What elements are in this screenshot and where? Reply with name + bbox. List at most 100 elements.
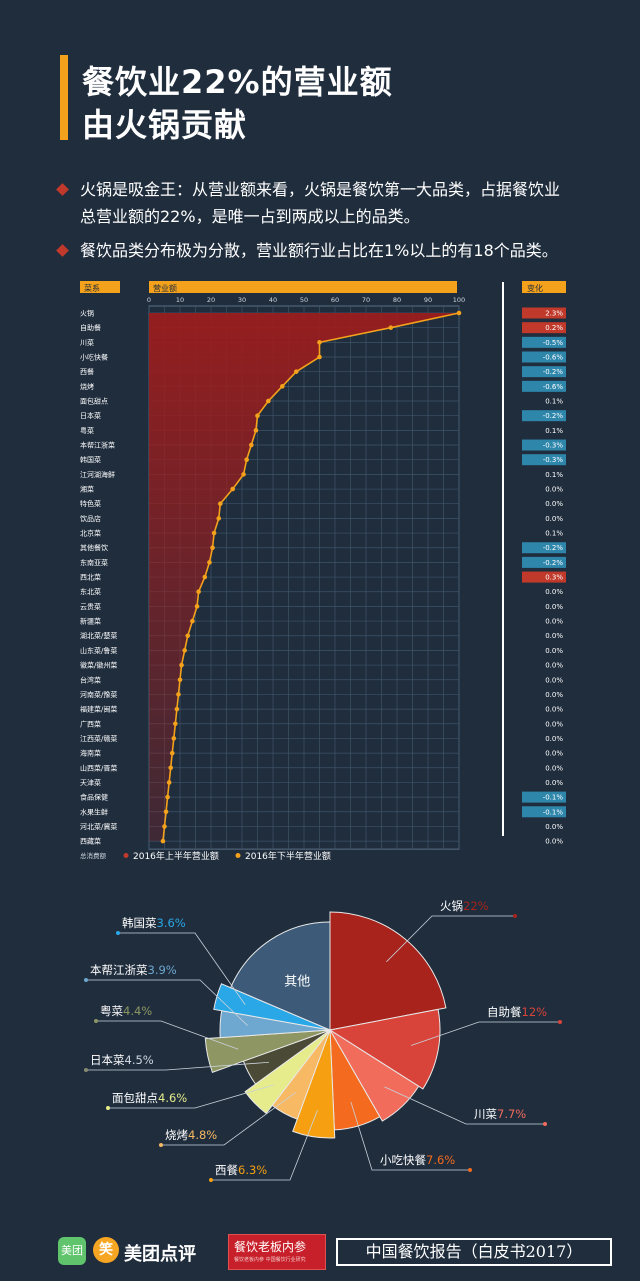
category-label: 小吃快餐 xyxy=(80,353,108,362)
pie-leader-line xyxy=(118,932,246,1006)
pie-leader-line xyxy=(108,1084,274,1109)
x-tick-label: 90 xyxy=(424,296,432,304)
change-badge-neg xyxy=(522,380,566,392)
series-point xyxy=(280,384,285,389)
meituan-logo: 美团 xyxy=(58,1237,86,1265)
category-label: 其他餐饮 xyxy=(80,543,108,552)
category-label: 川菜 xyxy=(80,338,94,347)
change-value: 0.0% xyxy=(545,662,563,670)
x-tick-label: 30 xyxy=(238,296,246,304)
series-point xyxy=(456,310,462,316)
category-label: 河南菜/豫菜 xyxy=(80,690,117,699)
category-label: 湖北菜/楚菜 xyxy=(80,631,117,640)
category-label: 食品保健 xyxy=(80,793,108,802)
change-value: -0.2% xyxy=(543,544,564,552)
header-right-bg xyxy=(522,281,566,293)
change-badge-neg xyxy=(522,439,566,451)
pie-leader-dot xyxy=(159,1143,163,1147)
pie-slice xyxy=(329,1029,420,1122)
pie-label-name: 自助餐 xyxy=(487,1005,522,1019)
pie-label-name: 小吃快餐 xyxy=(380,1153,426,1167)
change-value: 0.0% xyxy=(545,676,563,684)
change-value: 0.1% xyxy=(545,530,563,538)
bullet-2-line1: 餐饮品类分布极为分散，营业额行业占比在1%以上的有18个品类。 xyxy=(80,241,558,260)
series-point xyxy=(244,457,249,462)
category-label: 山西菜/晋菜 xyxy=(80,763,117,772)
category-label: 韩国菜 xyxy=(80,455,101,464)
change-value: 0.0% xyxy=(545,691,563,699)
category-label: 特色菜 xyxy=(80,499,101,508)
x-tick-label: 60 xyxy=(331,296,339,304)
area-chart: 菜系 营业额 变化 0 10 20 30 40 50 60 70 80 90 100 火锅 2.3% 自助餐 0.… xyxy=(80,281,566,862)
category-label: 本帮江浙菜 xyxy=(80,441,115,450)
pie-label: 烧烤4.8% xyxy=(165,1128,217,1142)
pie-label-name: 火锅 xyxy=(440,899,463,913)
series-point xyxy=(162,824,167,829)
series-point xyxy=(388,325,394,330)
series-point xyxy=(317,340,322,345)
legend-label-h1: 2016年上半年营业额 xyxy=(133,850,219,862)
pie-leader-dot xyxy=(513,914,517,918)
pie-slice xyxy=(229,921,331,1031)
pie-leader-line xyxy=(96,1020,239,1050)
change-value: 0.0% xyxy=(545,706,563,714)
pie-leader-line xyxy=(211,1109,318,1181)
category-label: 西北菜 xyxy=(80,573,101,582)
legend-marker-h1 xyxy=(123,853,129,858)
change-value: 0.0% xyxy=(545,720,563,728)
series-point xyxy=(165,794,170,800)
category-label: 云贵菜 xyxy=(80,602,101,611)
partner-logo xyxy=(228,1234,326,1270)
pie-label: 川菜7.7% xyxy=(474,1107,526,1121)
change-badge-neg xyxy=(522,410,566,422)
pie-label: 本帮江浙菜3.9% xyxy=(90,963,177,977)
series-point xyxy=(179,662,184,668)
category-label: 西藏菜 xyxy=(80,837,101,846)
pie-label-name: 烧烤 xyxy=(165,1128,188,1142)
series-point xyxy=(169,750,175,756)
partner-name: 餐饮老板内参 xyxy=(234,1240,307,1254)
pie-label: 小吃快餐7.6% xyxy=(380,1153,455,1167)
pie-label-value: 4.6% xyxy=(158,1091,187,1105)
pie-label-value: 7.6% xyxy=(426,1153,455,1167)
report-title: 中国餐饮报告（白皮书2017） xyxy=(336,1238,612,1266)
category-label: 水果生鲜 xyxy=(80,807,108,816)
change-badge-neg xyxy=(522,791,566,803)
series-point xyxy=(249,442,254,448)
pie-chart: 其他 火锅22% 自助餐12% 川菜7.7% 小吃快餐7.6% 西餐6.3% 烧烤4.8% 面… xyxy=(84,899,562,1182)
series-point xyxy=(241,472,246,477)
change-value: 0.0% xyxy=(545,500,563,508)
pie-slice xyxy=(329,911,447,1031)
change-badge-neg xyxy=(522,351,566,363)
change-badge-pos xyxy=(522,307,566,319)
change-badge-pos xyxy=(522,571,566,583)
series-point xyxy=(176,692,181,697)
category-label: 天津菜 xyxy=(80,778,101,787)
category-label: 徽菜/徽州菜 xyxy=(80,661,117,670)
change-value: 0.0% xyxy=(545,779,563,787)
pie-label: 面包甜点4.6% xyxy=(112,1091,187,1105)
pie-leader-line xyxy=(161,1092,296,1146)
series-point xyxy=(211,530,217,536)
category-label: 福建菜/闽菜 xyxy=(80,705,117,714)
series-point xyxy=(253,428,259,433)
x-tick-label: 40 xyxy=(269,296,277,304)
category-label: 饮品店 xyxy=(80,514,101,523)
bullet-diamond-icon xyxy=(56,183,69,196)
bullet-diamond-icon xyxy=(56,244,69,257)
change-value: 0.1% xyxy=(545,427,563,435)
series-point xyxy=(160,838,166,844)
pie-leader-dot xyxy=(84,1068,88,1072)
series-point xyxy=(230,486,235,492)
change-value: -0.2% xyxy=(543,559,564,567)
bullet-1-line2: 总营业额的22%，是唯一占到两成以上的品类。 xyxy=(80,207,420,226)
pie-leader-line xyxy=(86,1061,270,1071)
pie-center-label: 其他 xyxy=(284,974,310,989)
header-left-bg xyxy=(80,281,120,293)
pie-leader-dot xyxy=(209,1178,213,1182)
pie-label-value: 22% xyxy=(463,899,489,913)
change-value: -0.1% xyxy=(543,808,564,816)
series-point xyxy=(177,677,183,683)
category-label: 粤菜 xyxy=(80,426,94,435)
pie-label-name: 粤菜 xyxy=(100,1004,123,1018)
